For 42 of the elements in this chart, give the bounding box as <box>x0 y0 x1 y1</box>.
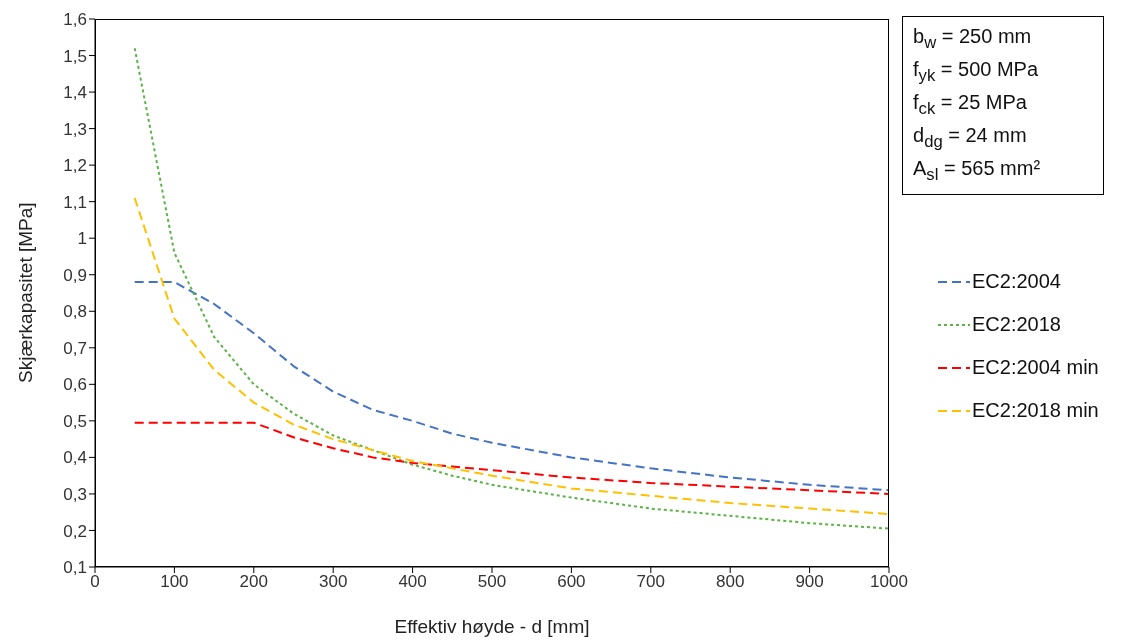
line-series <box>133 47 889 530</box>
x-tick-label: 400 <box>398 572 427 592</box>
y-tick-label: 0,6 <box>63 375 87 395</box>
y-tick-label: 1,5 <box>63 46 87 66</box>
y-tick-label: 0,9 <box>63 265 87 285</box>
y-tick-label: 1 <box>77 229 87 249</box>
x-tick-label: 800 <box>716 572 745 592</box>
x-tick-label: 300 <box>319 572 348 592</box>
legend-label: EC2:2018 <box>972 313 1061 336</box>
y-tick-label: 0,2 <box>63 521 87 541</box>
x-tick-label: 100 <box>160 572 189 592</box>
y-tick-label: 0,3 <box>63 484 87 504</box>
y-tick-label: 1,6 <box>63 10 87 30</box>
text: f$_{ck}$ = 25 MPa <box>913 90 1028 120</box>
x-tick-label: 900 <box>795 572 824 592</box>
y-tick-label: 0,5 <box>63 411 87 431</box>
text: b$_{w}$ = 250 mm <box>913 24 1033 54</box>
y-tick-label: 1,2 <box>63 156 87 176</box>
y-tick-label: 0,8 <box>63 302 87 322</box>
x-tick-label: 200 <box>239 572 268 592</box>
x-tick-label: 500 <box>477 572 507 592</box>
legend-label: EC2:2018 min <box>972 399 1099 422</box>
x-tick-label: 600 <box>557 572 586 592</box>
line-series <box>133 197 889 516</box>
y-tick-label: 1,4 <box>63 83 87 103</box>
x-axis-title: Effektiv høyde - d [mm] <box>394 616 590 637</box>
x-tick-label: 0 <box>90 572 100 592</box>
y-tick-label: 0,1 <box>63 558 87 578</box>
legend-label: EC2:2004 <box>972 270 1061 293</box>
text: f$_{yk}$ = 500 MPa <box>913 57 1040 87</box>
text: d$_{dg}$ = 24 mm <box>913 123 1028 153</box>
y-tick-label: 0,7 <box>63 338 87 358</box>
y-tick-label: 1,1 <box>63 192 87 212</box>
line-series <box>133 421 889 495</box>
y-tick-label: 1,3 <box>63 119 87 139</box>
x-tick-label: 700 <box>636 572 665 592</box>
line-series <box>133 281 889 492</box>
y-axis-title: Skjærkapasitet [MPa] <box>14 202 36 383</box>
y-tick-label: 0,4 <box>63 448 87 468</box>
x-tick-label: 1000 <box>870 572 908 592</box>
legend-label: EC2:2004 min <box>972 356 1099 379</box>
text: A$_{sl}$ = 565 mm² <box>913 156 1042 186</box>
